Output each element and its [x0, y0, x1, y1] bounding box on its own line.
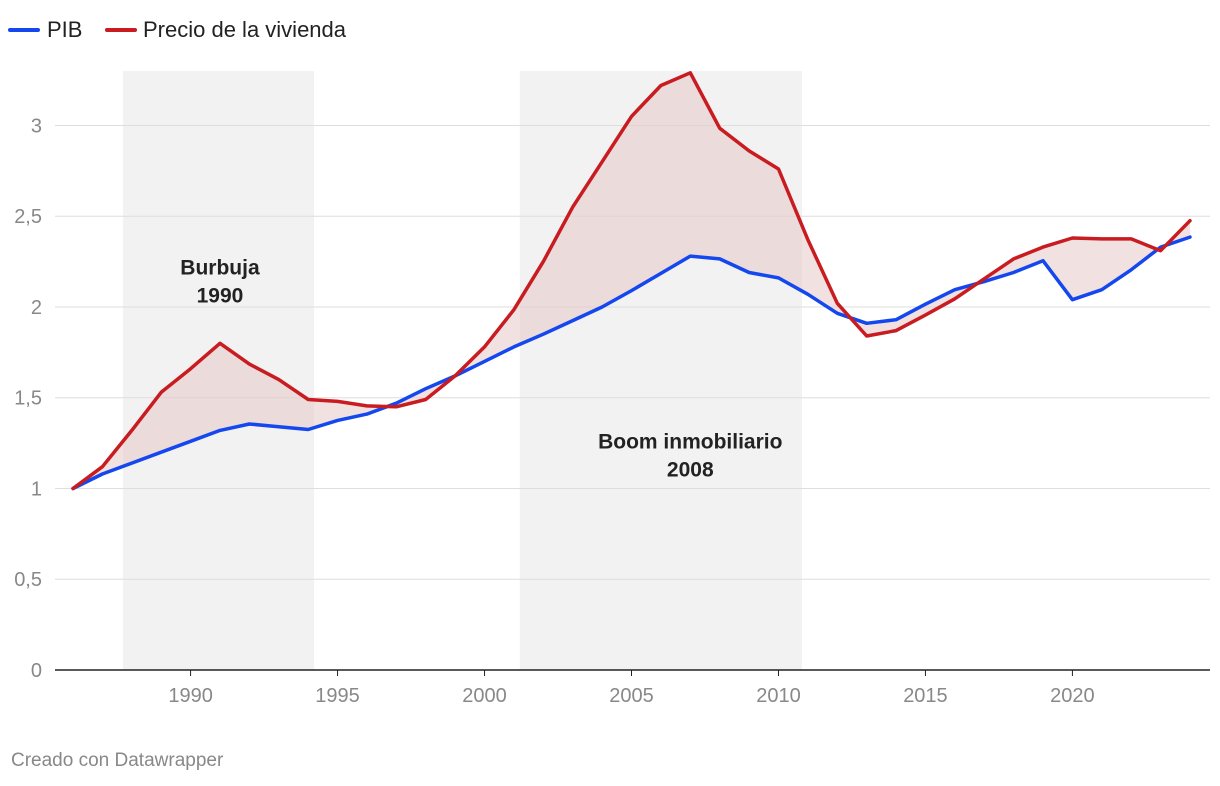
x-tick-label: 2015	[903, 685, 948, 707]
axes: 0 0,5 1 1,5 2 2,5 3 1990 1995 2000 2005 2010 2015 202…	[14, 115, 1210, 707]
period-label-0-line-0: Burbuja	[180, 256, 260, 279]
period-label-1-line-0: Boom inmobiliario	[598, 431, 782, 454]
series-line-pib	[71, 235, 1192, 491]
y-tick-label: 0	[31, 660, 42, 682]
legend-label-precio-vivienda: Precio de la vivienda	[143, 17, 347, 42]
x-tick-label: 2020	[1050, 685, 1095, 707]
credit-footer: Creado con Datawrapper	[11, 750, 224, 771]
y-tick-label: 0,5	[14, 569, 42, 591]
series-line-precio-vivienda	[71, 71, 1192, 491]
x-tick-label: 2000	[462, 685, 507, 707]
fill-between-area	[73, 72, 1190, 489]
y-tick-label: 1,5	[14, 388, 42, 410]
y-tick-label: 3	[31, 115, 42, 137]
y-tick-label: 2	[31, 297, 42, 319]
period-label-0-line-1: 1990	[197, 284, 244, 307]
series-lines	[71, 71, 1192, 491]
annotations: Burbuja 1990 Boom inmobiliario 2008	[180, 256, 782, 481]
period-label-1-line-1: 2008	[667, 459, 714, 482]
x-tick-label: 2005	[609, 685, 654, 707]
legend: PIB Precio de la vivienda	[8, 17, 347, 42]
x-tick-label: 1995	[315, 685, 360, 707]
y-tick-label: 2,5	[14, 206, 42, 228]
y-tick-label: 1	[31, 478, 42, 500]
x-tick-label: 2010	[756, 685, 801, 707]
x-tick-label: 1990	[168, 685, 213, 707]
gap-area	[73, 72, 1190, 489]
legend-label-pib: PIB	[47, 17, 82, 42]
